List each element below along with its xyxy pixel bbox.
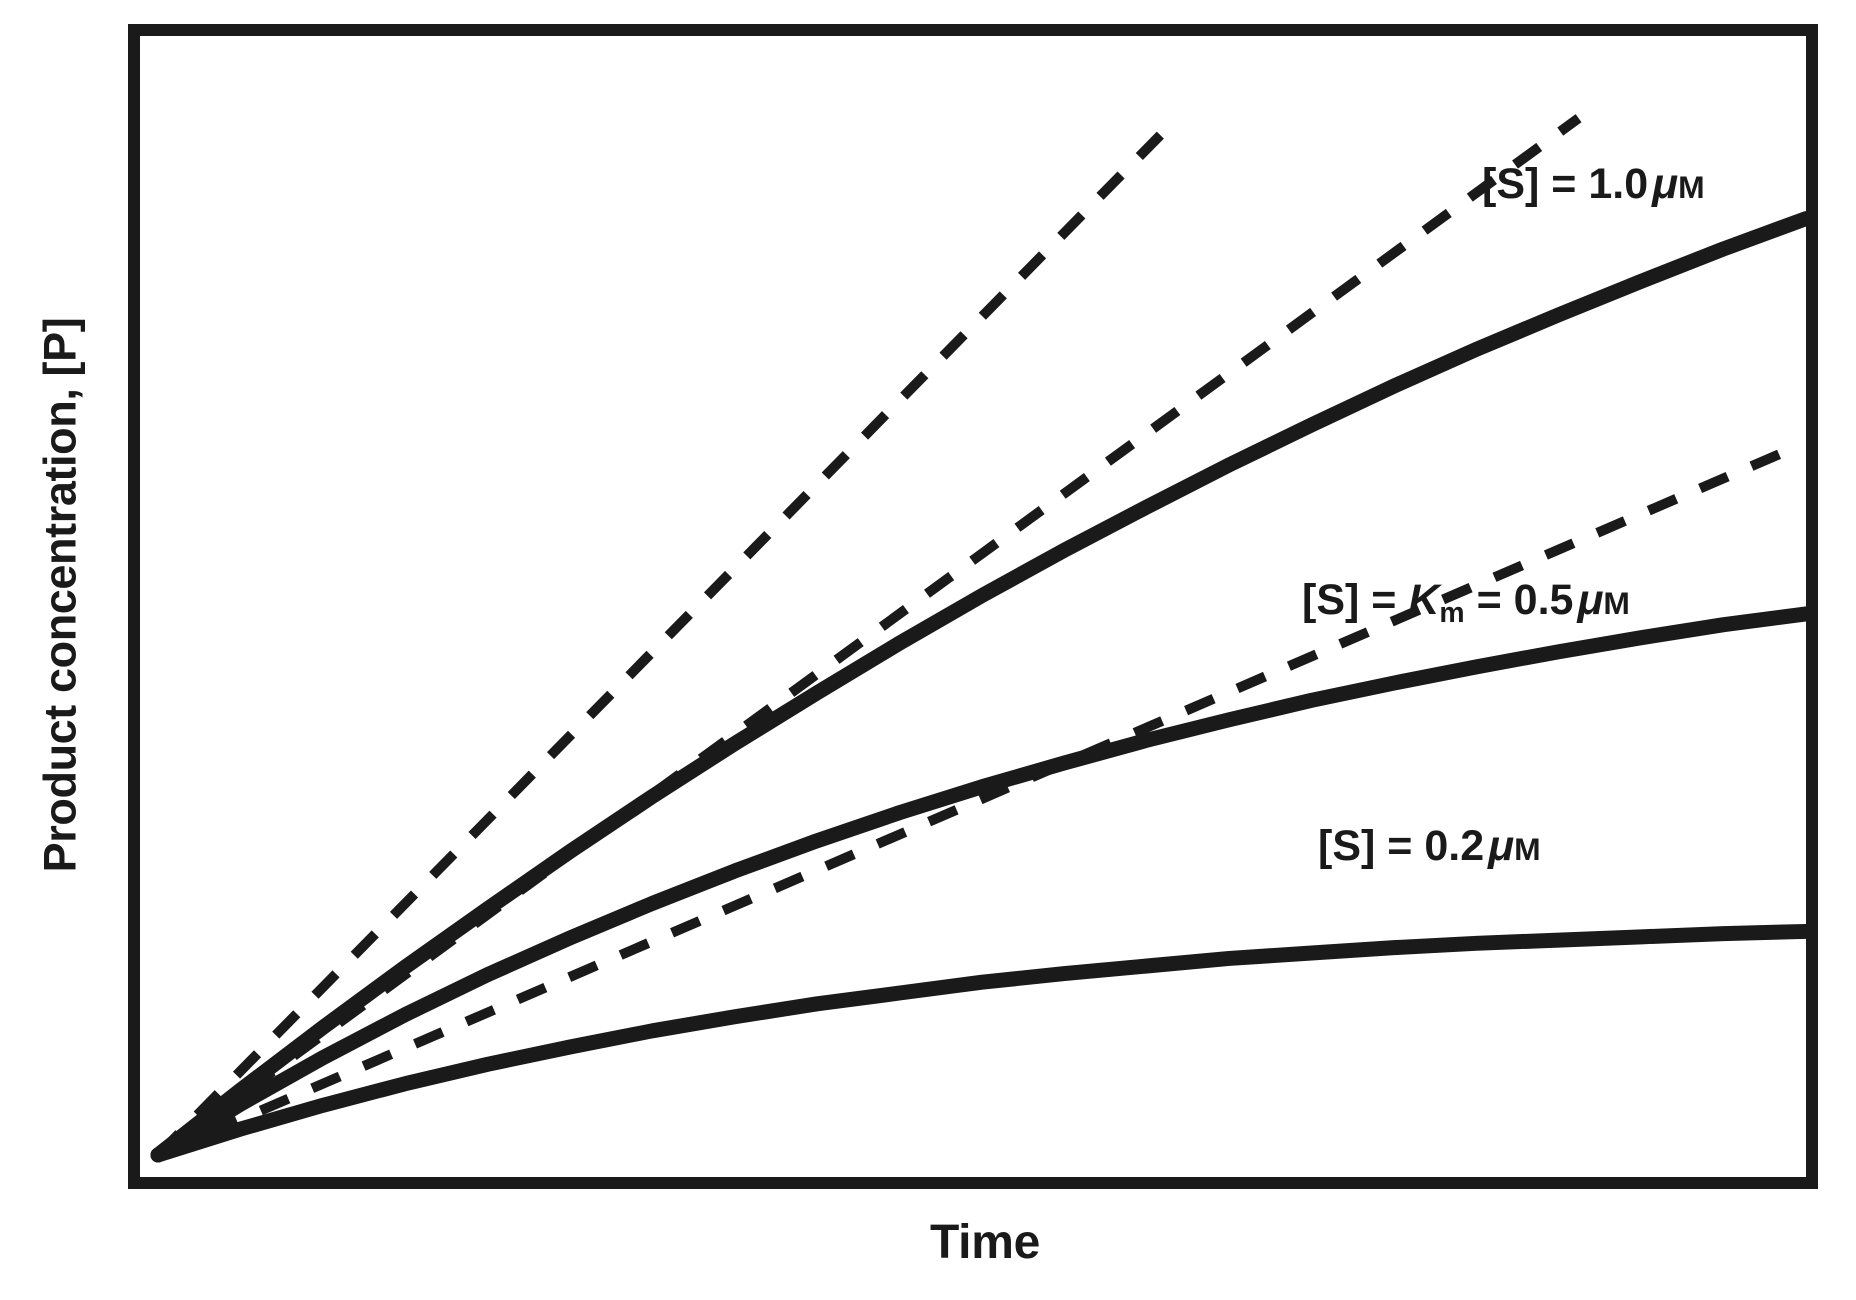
plot-area — [128, 24, 1818, 1189]
x-axis-label: Time — [155, 1215, 1815, 1270]
series-label-high-equals: = — [1539, 160, 1589, 208]
series-label-km-mu: μ — [1577, 576, 1604, 624]
series-label-km: [S] = Km = 0.5μM — [1302, 576, 1630, 630]
series-label-high-bracket: [S] — [1482, 160, 1540, 208]
series-label-high-value: 1.0 — [1588, 160, 1649, 208]
series-label-low: [S] = 0.2μM — [1318, 822, 1541, 871]
series-label-km-equals2: = — [1464, 576, 1514, 624]
tangent-line-0 — [154, 116, 1179, 1159]
y-axis-label: Product concentration, [P] — [0, 0, 120, 1190]
series-label-low-equals: = — [1375, 822, 1425, 870]
plot-svg — [128, 24, 1818, 1189]
series-label-km-subscript: m — [1439, 596, 1465, 629]
progress-curve-0 — [150, 211, 1814, 1163]
series-label-km-molar: M — [1603, 585, 1630, 621]
tangent-line-2 — [156, 447, 1787, 1160]
series-label-high-mu: μ — [1652, 160, 1679, 208]
series-label-km-equals: = — [1359, 576, 1409, 624]
series-label-km-bracket: [S] — [1302, 576, 1360, 624]
series-label-low-value: 0.2 — [1424, 822, 1485, 870]
x-axis-label-text: Time — [930, 1216, 1040, 1269]
series-label-high: [S] = 1.0μM — [1482, 160, 1705, 209]
progress-curve-1 — [150, 606, 1814, 1163]
series-label-low-molar: M — [1514, 831, 1541, 867]
series-label-high-molar: M — [1678, 169, 1705, 205]
series-label-km-value: 0.5 — [1513, 576, 1574, 624]
series-label-low-mu: μ — [1488, 822, 1515, 870]
y-axis-label-text: Product concentration, [P] — [34, 317, 86, 873]
progress-curve-2 — [150, 923, 1814, 1163]
series-label-low-bracket: [S] — [1318, 822, 1376, 870]
series-label-km-symbol: K — [1408, 576, 1440, 624]
progress-curves-group — [150, 211, 1814, 1163]
